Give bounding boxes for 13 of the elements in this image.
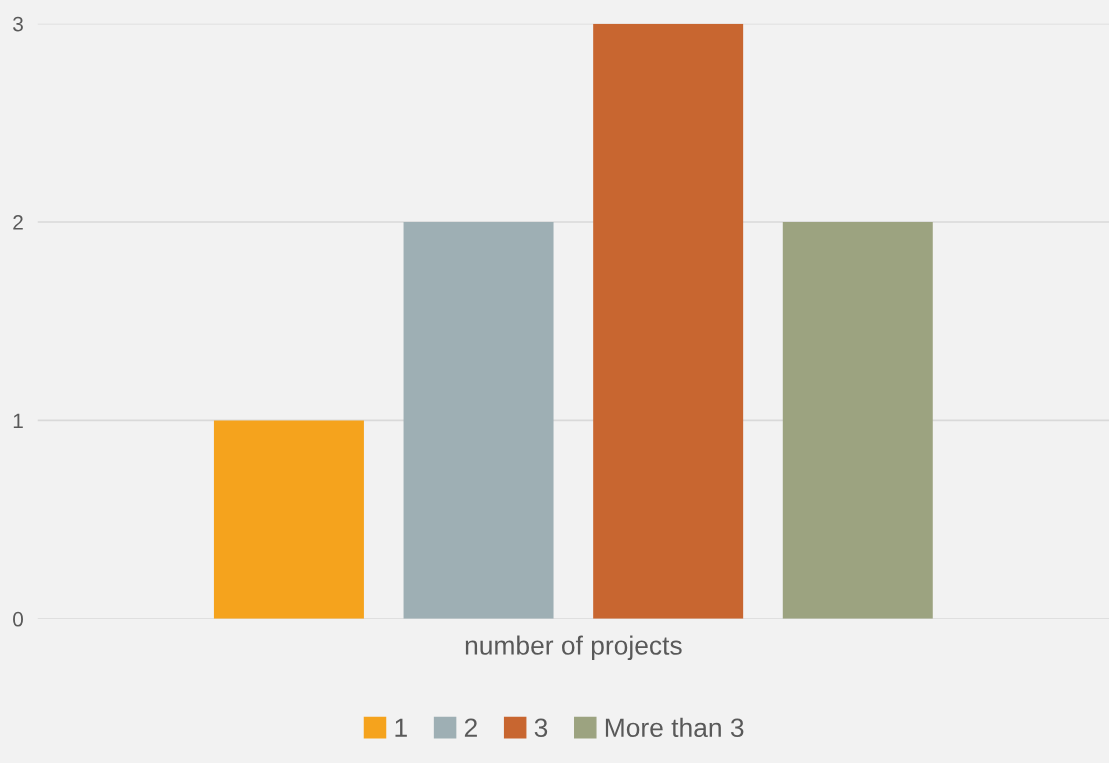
y-tick-label: 1 (13, 413, 23, 428)
x-tick-label: number of projects (465, 635, 682, 661)
legend-label: More than 3 (605, 717, 744, 738)
y-tick-label: 0 (13, 611, 23, 627)
legend-label: 1 (395, 718, 407, 737)
bar (593, 23, 744, 619)
bar (403, 222, 554, 619)
legend-label: 3 (534, 718, 548, 738)
bar (213, 420, 364, 619)
y-tick-label: 2 (13, 215, 23, 230)
legend-label: 2 (464, 718, 477, 737)
bar (782, 222, 933, 619)
y-tick-label: 3 (13, 16, 23, 32)
